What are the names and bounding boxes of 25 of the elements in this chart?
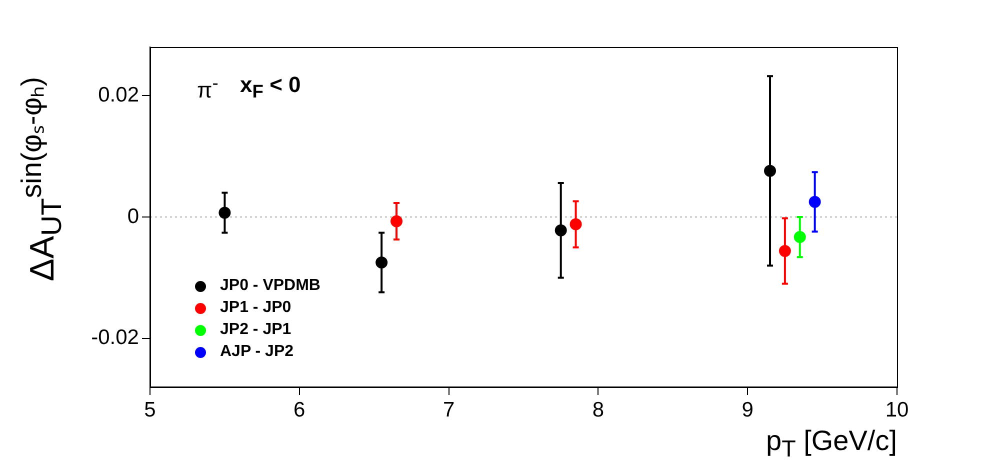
x-tick-label: 7 — [442, 398, 455, 422]
annotation: π$^{-}$ — [197, 72, 218, 104]
legend-label: JP1 - JP0 — [220, 299, 292, 317]
x-tick-label: 10 — [885, 398, 909, 422]
point — [778, 245, 791, 257]
y-tick-label: -0.02 — [91, 326, 139, 350]
point — [808, 196, 821, 208]
point — [376, 256, 388, 269]
point — [794, 231, 806, 244]
point — [570, 218, 582, 230]
x-tick-label: 8 — [592, 398, 604, 422]
x-tick-label: 5 — [144, 398, 156, 422]
legend-label: JP2 - JP1 — [220, 321, 292, 339]
point — [390, 215, 403, 228]
point — [218, 206, 231, 219]
annotation: x$_{F}$ < 0 — [240, 72, 301, 102]
x-axis-title: p$_{T}$ [GeV/c] — [766, 425, 897, 463]
point — [764, 164, 776, 177]
legend-label: JP0 - VPDMB — [220, 277, 320, 295]
y-tick-label: 0.02 — [98, 83, 139, 106]
legend-label: AJP - JP2 — [220, 343, 294, 361]
y-tick-label: 0 — [127, 204, 139, 228]
x-tick-label: 6 — [294, 398, 306, 422]
x-tick-label: 9 — [742, 398, 754, 422]
point — [554, 224, 567, 236]
